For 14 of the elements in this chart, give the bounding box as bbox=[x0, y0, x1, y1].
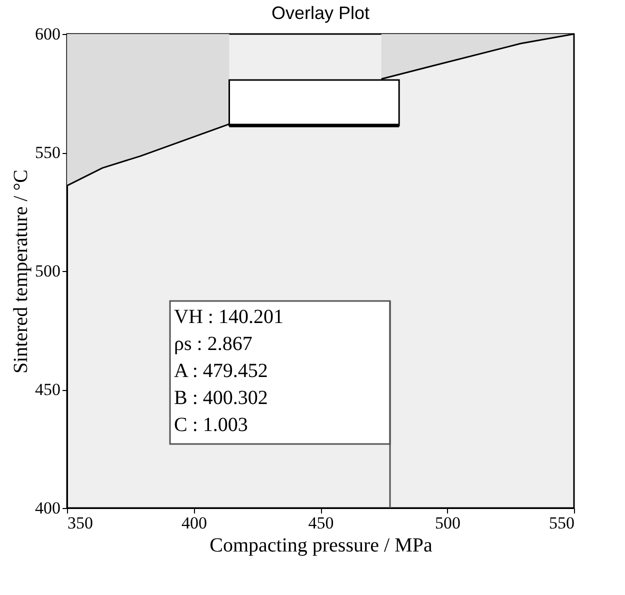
x-tick-label: 550 bbox=[549, 514, 574, 532]
x-tick-label: 350 bbox=[68, 514, 93, 532]
y-tick-label: 600 bbox=[35, 24, 60, 44]
chart-title: Overlay Plot bbox=[271, 3, 370, 23]
x-tick-label: 400 bbox=[182, 514, 207, 532]
y-tick-label: 450 bbox=[35, 380, 60, 399]
x-tick-label: 500 bbox=[435, 514, 460, 532]
y-tick-label: 550 bbox=[35, 143, 60, 162]
x-tick-label: 450 bbox=[308, 514, 334, 532]
annotation: VH : 140.201 ρs : 2.867 A : 479.452 B : 400.302 C : 1.003 bbox=[174, 306, 284, 436]
y-axis-title: Sintered temperature / °C bbox=[10, 169, 32, 374]
y-tick-label: 500 bbox=[35, 262, 60, 280]
y-tick-label: 400 bbox=[35, 498, 60, 518]
x-axis-title: Compacting pressure / MPa bbox=[210, 534, 432, 556]
